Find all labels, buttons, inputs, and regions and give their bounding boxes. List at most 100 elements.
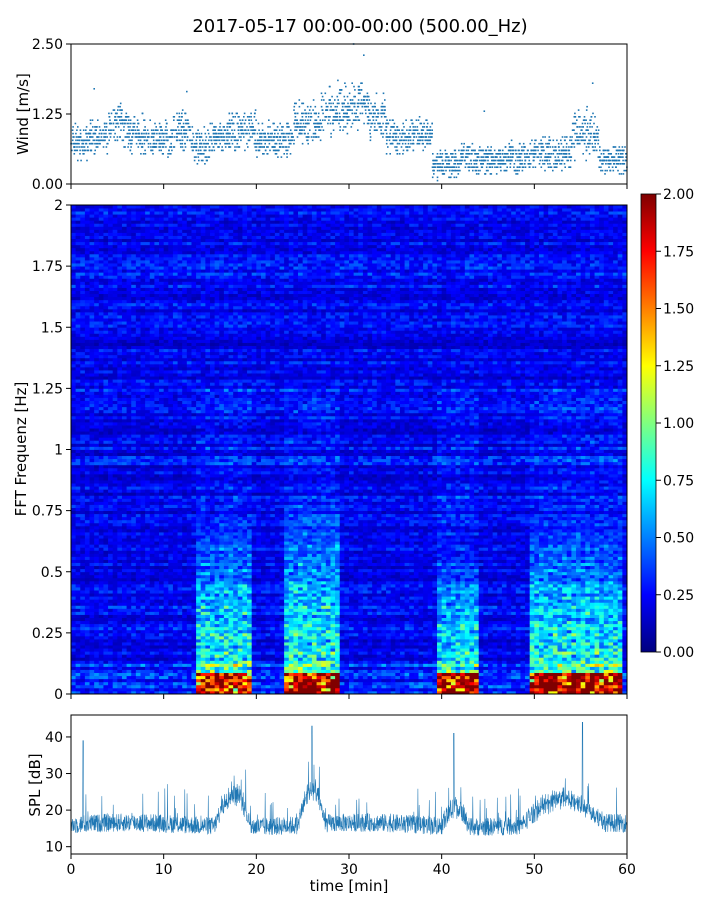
wind-point (450, 166, 452, 168)
wind-point (130, 146, 132, 148)
wind-point (258, 146, 260, 148)
wind-point (152, 146, 154, 148)
wind-point (432, 170, 434, 172)
wind-point (610, 153, 612, 155)
wind-point (525, 166, 527, 168)
spectrogram-cell (71, 315, 76, 318)
wind-point (145, 136, 147, 138)
spectrogram-cell (85, 303, 90, 306)
spectrogram-cell (76, 419, 81, 422)
wind-point (612, 160, 614, 162)
spectrogram-cell (80, 587, 85, 590)
wind-point (113, 123, 115, 125)
wind-point (234, 146, 236, 148)
spectrogram-cell (80, 443, 85, 446)
wind-point (186, 129, 188, 131)
spectrogram-cell (94, 666, 99, 669)
wind-point (354, 89, 356, 91)
wind-point (214, 136, 216, 138)
wind-point (261, 133, 263, 135)
wind-point (515, 150, 517, 152)
wind-point (370, 123, 372, 125)
spectrogram-cell (80, 450, 85, 453)
wind-point (408, 140, 410, 142)
wind-point (72, 126, 74, 128)
wind-point (242, 119, 244, 121)
wind-point (337, 119, 339, 121)
spectrogram-cell (90, 352, 95, 355)
spectrogram-cell (90, 401, 95, 404)
spectrogram-cell (90, 651, 95, 654)
wind-point (132, 136, 134, 138)
wind-point (248, 140, 250, 142)
spectrogram-cell (71, 370, 76, 373)
wind-point (615, 160, 617, 162)
wind-point (501, 160, 503, 162)
wind-point (262, 123, 264, 125)
spectrogram-cell (76, 569, 81, 572)
wind-point (410, 129, 412, 131)
wind-point (245, 119, 247, 121)
wind-point (493, 163, 495, 165)
spectrogram-cell (85, 605, 90, 608)
wind-point (183, 150, 185, 152)
wind-point (237, 123, 239, 125)
spectrogram-cell (71, 379, 76, 382)
wind-point (100, 140, 102, 142)
wind-point (330, 123, 332, 125)
spectrogram-cell (90, 624, 95, 627)
wind-point (341, 109, 343, 111)
wind-point (604, 173, 606, 175)
spectrogram-cell (80, 422, 85, 425)
spectrogram-cell (80, 364, 85, 367)
wind-point (552, 146, 554, 148)
wind-point (510, 160, 512, 162)
wind-point (459, 170, 461, 172)
wind-point (542, 136, 544, 138)
wind-point (299, 129, 301, 131)
wind-point (274, 136, 276, 138)
wind-point (518, 170, 520, 172)
wind-point (199, 153, 201, 155)
wind-point (148, 146, 150, 148)
wind-point (285, 150, 287, 152)
wind-point (378, 113, 380, 115)
wind-point (219, 133, 221, 135)
wind-point (347, 119, 349, 121)
wind-point (508, 150, 510, 152)
wind-point (113, 129, 115, 131)
wind-point (79, 153, 81, 155)
wind-point (179, 113, 181, 115)
wind-point (598, 140, 600, 142)
wind-point (543, 146, 545, 148)
wind-point (115, 126, 117, 128)
wind-point (109, 123, 111, 125)
spectrogram-cell (71, 645, 76, 648)
spectrogram-cell (71, 223, 76, 226)
spectrogram-cell (71, 547, 76, 550)
wind-point (362, 113, 364, 115)
spectrogram-cell (76, 489, 81, 492)
spectrogram-cell (80, 566, 85, 569)
wind-point (150, 150, 152, 152)
wind-point (257, 133, 259, 135)
spectrogram-cell (80, 346, 85, 349)
wind-point (184, 143, 186, 145)
wind-point (490, 146, 492, 148)
wind-point (285, 140, 287, 142)
wind-point (103, 146, 105, 148)
wind-point (608, 153, 610, 155)
wind-point (343, 109, 345, 111)
wind-point (302, 143, 304, 145)
wind-point (252, 129, 254, 131)
wind-point (79, 150, 81, 152)
wind-point (507, 153, 509, 155)
wind-point (263, 146, 265, 148)
wind-point (563, 146, 565, 148)
wind-point (622, 146, 624, 148)
wind-point (94, 133, 96, 135)
spectrogram-cell (85, 654, 90, 657)
wind-point (231, 140, 233, 142)
wind-point (397, 153, 399, 155)
spectrogram-cell (71, 468, 76, 471)
